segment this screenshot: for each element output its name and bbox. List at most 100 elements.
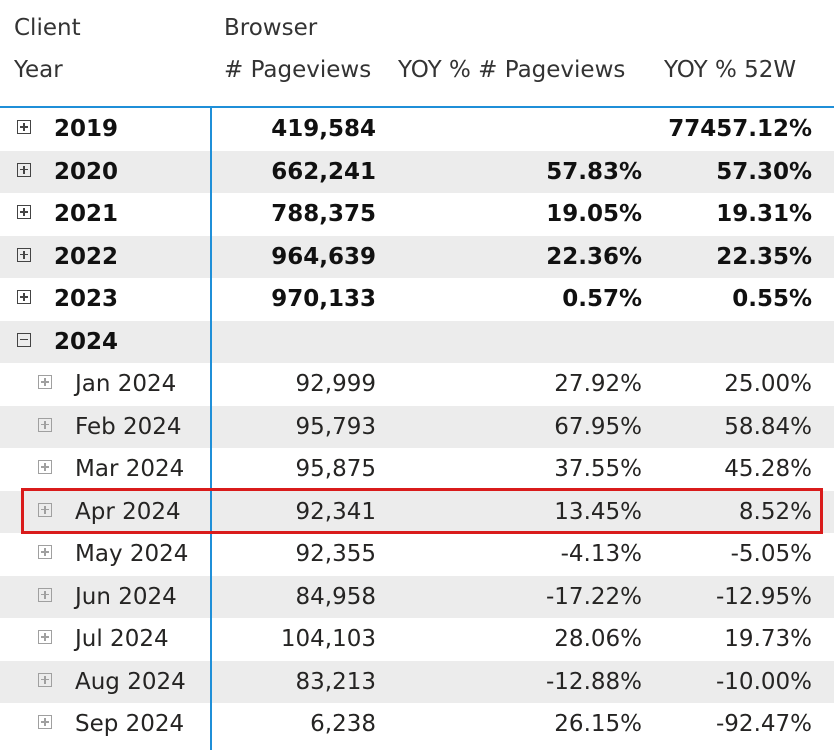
expand-icon[interactable] <box>17 290 31 304</box>
year-row[interactable]: 2024 <box>0 320 834 363</box>
yoy-pageviews-cell: 26.15% <box>554 711 642 737</box>
yoy-52w-cell: 8.52% <box>738 498 812 525</box>
expand-icon[interactable] <box>17 247 31 262</box>
month-row[interactable]: Apr 2024 92,341 13.45% 8.52% <box>0 490 834 533</box>
month-row[interactable]: May 2024 92,355 -4.13% -5.05% <box>0 533 834 575</box>
pageviews-cell: 92,341 <box>295 498 376 525</box>
yoy-52w-cell: 58.84% <box>724 413 812 440</box>
row-label-cell: Jun 2024 <box>0 576 210 618</box>
month-row[interactable]: Jan 2024 92,999 27.92% 25.00% <box>0 363 834 405</box>
month-row[interactable]: Jul 2024 104,103 28.06% 19.73% <box>0 618 834 660</box>
yoy-52w-cell <box>642 321 812 363</box>
yoy-pageviews-cell: 57.83% <box>546 158 642 185</box>
pageviews-cell: 419,584 <box>271 116 376 142</box>
pageviews-cell: 6,238 <box>310 711 376 737</box>
row-header-year[interactable]: Year <box>14 57 63 83</box>
column-header-pageviews[interactable]: # Pageviews <box>224 57 372 83</box>
row-label-cell: Aug 2024 <box>0 661 210 703</box>
expand-icon[interactable] <box>38 672 52 687</box>
row-header-client[interactable]: Client <box>14 15 81 41</box>
row-label: 2019 <box>54 116 119 142</box>
row-label: Jun 2024 <box>75 583 177 610</box>
row-label: Apr 2024 <box>75 498 181 525</box>
month-row[interactable]: Feb 2024 95,793 67.95% 58.84% <box>0 405 834 448</box>
pageviews-cell: 92,999 <box>295 371 376 397</box>
year-row[interactable]: 2019 419,584 77457.12% <box>0 108 834 150</box>
yoy-pageviews-cell: 37.55% <box>554 456 642 482</box>
row-label-cell: 2021 <box>0 193 210 235</box>
column-header-yoy-pageviews[interactable]: YOY % # Pageviews <box>398 57 626 83</box>
month-row[interactable]: Jun 2024 84,958 -17.22% -12.95% <box>0 575 834 618</box>
expand-icon[interactable] <box>38 460 52 474</box>
row-label: 2022 <box>54 243 119 270</box>
expand-icon[interactable] <box>38 502 52 517</box>
pageviews-cell: 662,241 <box>271 158 376 185</box>
pageviews-cell: 970,133 <box>271 286 376 312</box>
matrix-header: Client Year Browser # Pageviews YOY % # … <box>0 0 834 108</box>
row-label-cell: 2023 <box>0 278 210 320</box>
yoy-pageviews-cell: 28.06% <box>554 626 642 652</box>
row-header-divider <box>210 106 212 750</box>
pageviews-cell: 95,793 <box>295 413 376 440</box>
yoy-52w-cell: -5.05% <box>730 541 812 567</box>
expand-icon[interactable] <box>17 205 31 219</box>
year-row[interactable]: 2023 970,133 0.57% 0.55% <box>0 278 834 320</box>
yoy-pageviews-cell: 67.95% <box>554 413 642 440</box>
row-label-cell: May 2024 <box>0 533 210 575</box>
row-label-cell: 2022 <box>0 236 210 278</box>
expand-icon[interactable] <box>38 587 52 602</box>
column-group-header-browser[interactable]: Browser <box>224 15 318 41</box>
yoy-pageviews-cell: -4.13% <box>560 541 642 567</box>
pageviews-cell: 83,213 <box>295 668 376 695</box>
row-label: Sep 2024 <box>75 711 185 737</box>
row-label: 2023 <box>54 286 119 312</box>
yoy-52w-cell: 0.55% <box>732 286 812 312</box>
row-label: May 2024 <box>75 541 189 567</box>
row-label-cell: Feb 2024 <box>0 406 210 448</box>
collapse-icon[interactable] <box>17 332 31 347</box>
yoy-52w-cell: -12.95% <box>716 583 812 610</box>
row-label: Jul 2024 <box>75 626 169 652</box>
row-label-cell: Mar 2024 <box>0 448 210 490</box>
row-label: 2021 <box>54 201 119 227</box>
yoy-52w-cell: -10.00% <box>716 668 812 695</box>
expand-icon[interactable] <box>17 162 31 177</box>
yoy-52w-cell: 19.73% <box>724 626 812 652</box>
expand-icon[interactable] <box>38 375 52 389</box>
pageviews-cell <box>212 321 376 363</box>
pageviews-cell: 104,103 <box>280 626 376 652</box>
row-label: Jan 2024 <box>75 371 177 397</box>
expand-icon[interactable] <box>38 545 52 559</box>
yoy-52w-cell: 19.31% <box>716 201 812 227</box>
yoy-pageviews-cell <box>376 321 642 363</box>
yoy-pageviews-cell: -12.88% <box>546 668 642 695</box>
row-label-cell: 2024 <box>0 321 210 363</box>
expand-icon[interactable] <box>38 630 52 644</box>
yoy-pageviews-cell: 0.57% <box>562 286 642 312</box>
month-row[interactable]: Aug 2024 83,213 -12.88% -10.00% <box>0 660 834 703</box>
row-label-cell: Jul 2024 <box>0 618 210 660</box>
expand-icon[interactable] <box>17 120 31 134</box>
row-label-cell: Apr 2024 <box>0 491 210 533</box>
row-label: Mar 2024 <box>75 456 185 482</box>
row-label: Feb 2024 <box>75 413 182 440</box>
pageviews-cell: 964,639 <box>271 243 376 270</box>
yoy-52w-cell: 57.30% <box>716 158 812 185</box>
yoy-52w-cell: 22.35% <box>716 243 812 270</box>
yoy-pageviews-cell: 13.45% <box>554 498 642 525</box>
year-row[interactable]: 2022 964,639 22.36% 22.35% <box>0 235 834 278</box>
yoy-pageviews-cell: 27.92% <box>554 371 642 397</box>
pageviews-cell: 92,355 <box>295 541 376 567</box>
yoy-pageviews-cell: 19.05% <box>546 201 642 227</box>
column-header-yoy-52w[interactable]: YOY % 52W <box>664 57 797 83</box>
yoy-52w-cell: 25.00% <box>724 371 812 397</box>
row-label: Aug 2024 <box>75 668 186 695</box>
year-row[interactable]: 2020 662,241 57.83% 57.30% <box>0 150 834 193</box>
yoy-52w-cell: 77457.12% <box>668 116 812 142</box>
month-row[interactable]: Sep 2024 6,238 26.15% -92.47% <box>0 703 834 745</box>
expand-icon[interactable] <box>38 715 52 729</box>
expand-icon[interactable] <box>38 417 52 432</box>
year-row[interactable]: 2021 788,375 19.05% 19.31% <box>0 193 834 235</box>
month-row[interactable]: Mar 2024 95,875 37.55% 45.28% <box>0 448 834 490</box>
